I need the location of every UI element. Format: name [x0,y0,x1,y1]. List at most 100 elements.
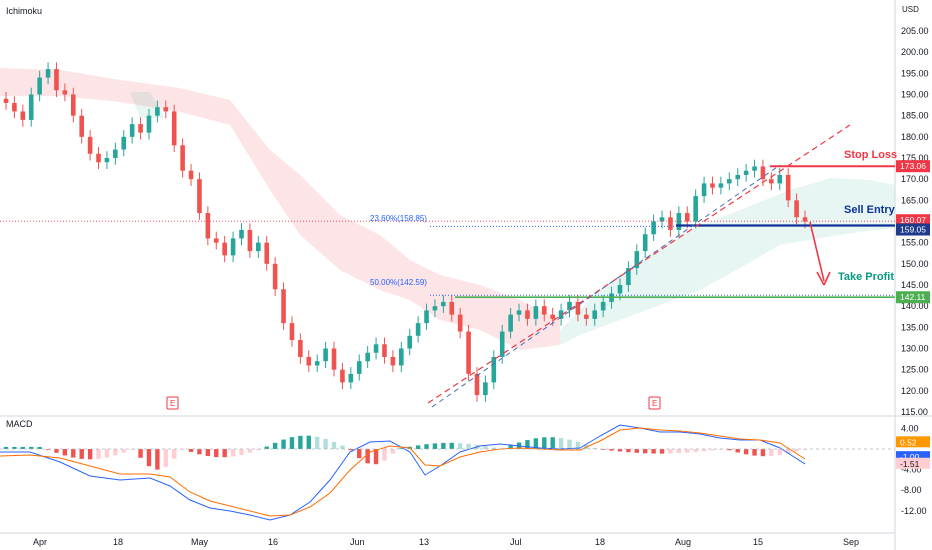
macd-line [0,424,806,521]
time-tick-label: 13 [419,537,429,547]
candle-body [155,107,160,116]
macd-histogram-bar [373,449,379,465]
macd-histogram-bar [172,449,177,459]
candle-body [785,174,791,201]
candle-body [28,94,34,120]
candle-body [289,323,295,341]
candle-body [684,213,690,222]
trend-channel-line [427,124,851,404]
candle-body [348,373,354,383]
candle-body [415,323,421,336]
earnings-text: E [170,399,175,408]
candle-body [222,242,227,256]
macd-histogram-bar [37,446,42,449]
currency-label: USD [902,5,919,14]
macd-histogram-bar [710,449,715,451]
macd-histogram-bar [399,448,404,450]
candle-body [457,314,463,332]
macd-histogram-bar [685,449,690,453]
candle-body [188,170,194,180]
macd-histogram-bar [558,438,564,449]
macd-histogram-bar [643,449,648,454]
candle-body [575,301,581,315]
candle-body [727,179,732,184]
candle-body [449,301,455,315]
candle-body [407,335,413,349]
macd-histogram-bar [760,449,766,457]
candle-body [752,166,757,171]
stop-loss-label: Stop Loss [844,149,897,161]
macd-histogram-bar [12,446,17,449]
price-tick-label: 155.00 [901,238,929,248]
macd-histogram-bar [752,449,757,456]
macd-histogram-bar [508,445,513,449]
macd-histogram-bar [382,449,387,461]
candle-body [541,306,547,315]
candle-body [230,238,236,256]
earnings-marker[interactable]: E [648,396,661,410]
macd-histogram-bar [785,449,791,454]
macd-histogram-bar [197,449,202,455]
macd-histogram-bar [289,437,295,449]
candle-body [12,102,17,112]
macd-histogram-bar [314,436,320,449]
candle-body [96,153,101,163]
price-badge [896,160,930,173]
macd-histogram-bar [340,445,345,449]
macd-histogram-bar [668,449,673,454]
price-badge [896,223,930,236]
candle-body [70,94,76,116]
macd-histogram-bar [701,449,707,452]
macd-histogram-bar [600,449,606,450]
candle-body [483,382,488,396]
candle-body [365,352,370,362]
candle-body [87,136,93,154]
macd-histogram-bar [432,443,438,449]
candle-body [205,213,211,239]
candle-body [760,166,766,180]
candle-body [306,356,312,366]
earnings-marker[interactable]: E [166,396,179,410]
macd-histogram-bar [79,449,84,459]
price-badge-text: 142.11 [900,292,926,302]
macd-histogram-bar [104,449,110,458]
macd-histogram-bar [533,438,539,449]
time-tick-label: Apr [33,537,47,547]
candle-body [777,174,783,184]
macd-histogram-bar [466,443,471,449]
ichimoku-cloud [0,68,895,350]
candle-body [432,306,438,311]
macd-histogram-bar [96,449,101,459]
price-tick-label: 150.00 [901,259,929,269]
macd-histogram-bar [575,441,581,449]
candle-body [213,238,219,243]
price-tick-label: 180.00 [901,132,929,142]
candle-body [45,69,51,78]
price-tick-label: 205.00 [901,26,929,36]
price-badge-text: 159.05 [900,225,926,235]
macd-histogram-bar [651,449,656,454]
target-arrow-line [809,221,825,282]
candle-body [323,348,328,362]
macd-histogram-bar [441,442,446,449]
macd-label: MACD [6,419,33,429]
target-arrowhead [816,271,831,286]
candle-body [256,242,261,252]
macd-histogram-bar [626,449,631,453]
macd-histogram-bar [365,449,370,464]
macd-badge [896,451,930,463]
candle-body [769,179,774,184]
candle-body [398,348,404,366]
candle-body [37,77,42,95]
candle-body [794,200,799,218]
candle-body [54,69,59,91]
macd-histogram-bar [415,445,421,449]
time-tick-label: Sep [843,537,859,547]
candle-body [373,344,379,353]
candle-body [668,217,673,230]
macd-histogram-bar [54,449,59,453]
macd-histogram-bar [323,438,328,449]
macd-badge [896,436,930,448]
macd-histogram-bar [592,448,597,449]
macd-histogram-bar [230,449,236,457]
